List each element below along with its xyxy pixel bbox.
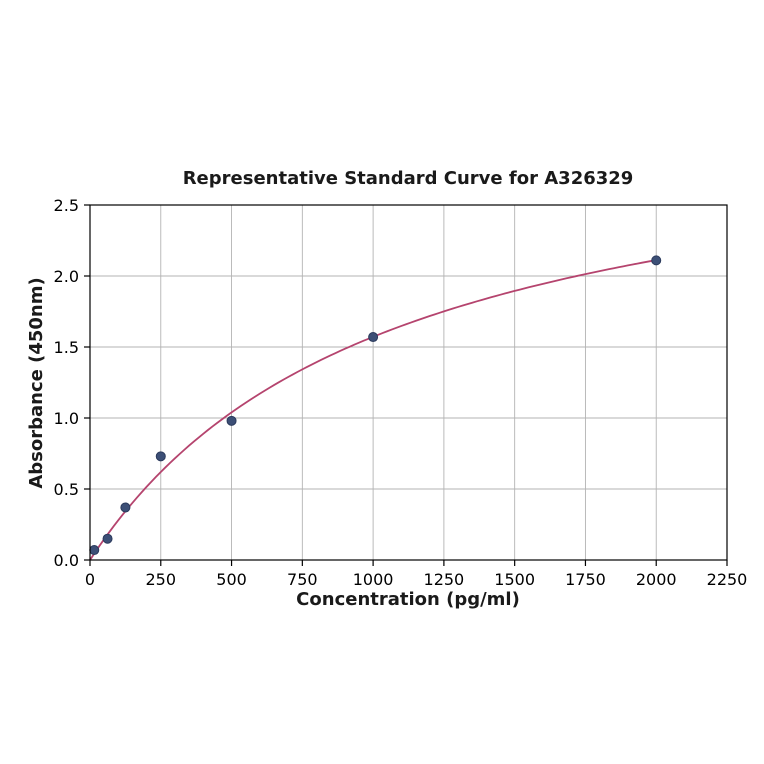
x-tick-label: 250 (146, 570, 177, 589)
data-point (155, 451, 166, 462)
y-tick-label: 0.0 (54, 551, 79, 570)
y-axis-label: Absorbance (450nm) (26, 277, 47, 488)
x-tick-label: 500 (216, 570, 247, 589)
plot-background (90, 205, 727, 560)
x-tick-label: 750 (287, 570, 318, 589)
y-tick-label: 2.5 (54, 196, 79, 215)
y-tick-label: 1.5 (54, 338, 79, 357)
data-points (89, 255, 662, 556)
x-tick-label: 2000 (636, 570, 677, 589)
y-tick-label: 2.0 (54, 267, 79, 286)
x-tick-label: 1000 (353, 570, 394, 589)
x-tick-label: 1750 (565, 570, 606, 589)
data-point (89, 545, 100, 556)
x-tick-labels: 0 250 500 750 1000 1250 1500 1750 2000 2250 (85, 560, 747, 589)
x-tick-label: 1250 (424, 570, 465, 589)
y-tick-labels: 0.0 0.5 1.0 1.5 2.0 2.5 (54, 196, 90, 570)
x-tick-label: 0 (85, 570, 95, 589)
y-tick-label: 1.0 (54, 409, 79, 428)
chart-title: Representative Standard Curve for A32632… (183, 168, 634, 189)
y-tick-label: 0.5 (54, 480, 79, 499)
data-point (651, 255, 662, 266)
plot-border (89, 204, 728, 561)
x-tick-label: 2250 (707, 570, 748, 589)
x-tick-label: 1500 (494, 570, 535, 589)
data-point (120, 502, 131, 513)
data-point (102, 533, 113, 544)
data-point (368, 332, 379, 343)
data-point (226, 415, 237, 426)
x-axis-label: Concentration (pg/ml) (296, 589, 520, 610)
